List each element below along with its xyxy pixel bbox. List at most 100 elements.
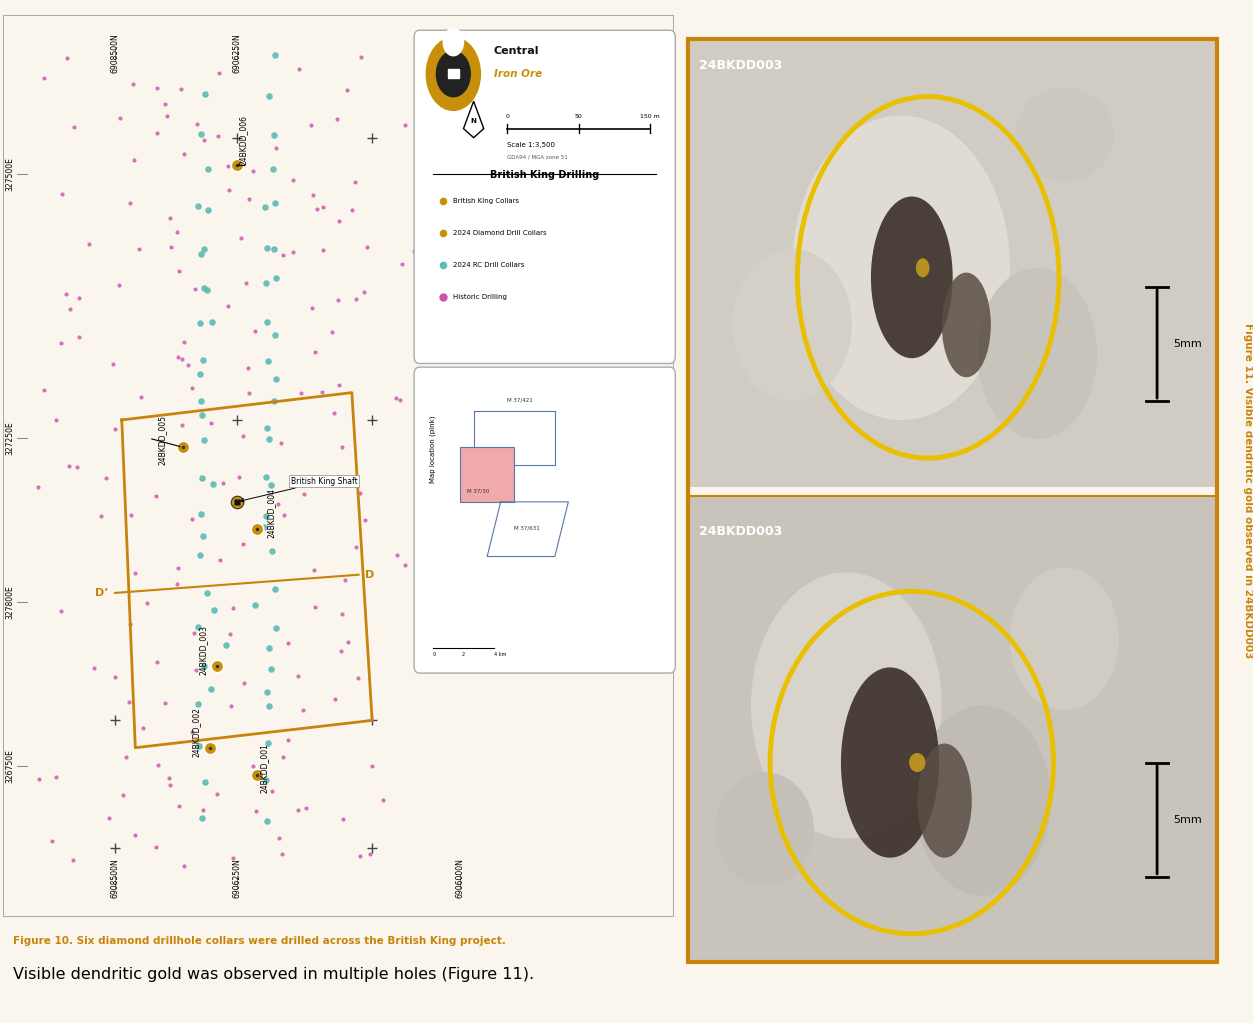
Point	[28, 479, 48, 495]
Point	[193, 528, 213, 544]
Point	[327, 110, 347, 127]
Point	[122, 506, 142, 523]
Point	[259, 432, 279, 448]
Text: Figure 10. Six diamond drillhole collars were drilled across the British King pr: Figure 10. Six diamond drillhole collars…	[13, 936, 505, 946]
Text: 24BKDD_006: 24BKDD_006	[239, 115, 248, 165]
Text: 2024 Diamond Drill Collars: 2024 Diamond Drill Collars	[454, 230, 548, 236]
Text: Figure 11. Visible dendritic gold observed in 24BKDD003: Figure 11. Visible dendritic gold observ…	[1243, 323, 1253, 659]
Point	[257, 419, 277, 436]
Point	[160, 777, 180, 794]
Point	[338, 633, 358, 650]
Text: 150 m: 150 m	[640, 114, 659, 119]
Text: 24BKDD_001: 24BKDD_001	[259, 744, 268, 793]
Text: 327500E: 327500E	[6, 158, 15, 191]
Point	[34, 70, 54, 86]
Point	[190, 366, 211, 383]
Point	[267, 495, 287, 512]
Text: 24BKDD003: 24BKDD003	[699, 58, 782, 72]
Text: 24BKDD_002: 24BKDD_002	[192, 707, 200, 757]
Point	[195, 773, 216, 790]
Text: 24BKDD003: 24BKDD003	[699, 525, 782, 538]
Point	[84, 660, 104, 676]
Point	[302, 300, 322, 316]
Point	[229, 469, 249, 485]
Point	[95, 470, 115, 486]
Point	[357, 239, 377, 256]
Circle shape	[444, 29, 464, 55]
Point	[155, 695, 175, 711]
Text: 50: 50	[575, 114, 583, 119]
Point	[117, 749, 137, 765]
Point	[113, 787, 133, 803]
Point	[256, 508, 276, 525]
Point	[188, 198, 208, 215]
Point	[202, 314, 222, 330]
Point	[304, 344, 325, 360]
Point	[244, 597, 264, 614]
Point	[353, 284, 373, 301]
Point	[288, 668, 308, 684]
Point	[261, 661, 281, 677]
Point	[51, 186, 71, 203]
Point	[207, 786, 227, 802]
Point	[194, 279, 214, 296]
Point	[346, 539, 366, 555]
Point	[266, 370, 286, 387]
Text: Historic Drilling: Historic Drilling	[454, 294, 507, 300]
Point	[147, 80, 167, 96]
Text: 6906000N: 6906000N	[456, 858, 465, 898]
Point	[63, 852, 83, 869]
Point	[167, 576, 187, 592]
Ellipse shape	[915, 706, 1051, 896]
Point	[278, 732, 298, 749]
Bar	[688, 496, 1217, 963]
Point	[283, 243, 303, 260]
Point	[266, 620, 286, 636]
Point	[56, 286, 76, 303]
Point	[204, 602, 224, 618]
Point	[264, 195, 284, 212]
Point	[172, 351, 192, 367]
Text: Scale 1:3,500: Scale 1:3,500	[507, 142, 555, 148]
Point	[59, 457, 79, 474]
Point	[129, 240, 149, 257]
Point	[239, 385, 259, 401]
Text: 326750E: 326750E	[6, 749, 15, 783]
Point	[133, 720, 153, 737]
Text: British King Drilling: British King Drilling	[490, 170, 599, 180]
Point	[266, 581, 286, 597]
Ellipse shape	[751, 572, 942, 839]
Point	[137, 594, 157, 611]
Point	[174, 858, 194, 875]
Point	[257, 812, 277, 829]
Text: Visible dendritic gold was observed in multiple holes (Figure 11).: Visible dendritic gold was observed in m…	[13, 967, 534, 982]
Point	[293, 702, 313, 718]
Point	[208, 64, 228, 81]
Point	[258, 698, 278, 714]
Point	[351, 485, 371, 501]
Point	[66, 459, 86, 476]
FancyBboxPatch shape	[413, 31, 675, 363]
Point	[395, 557, 415, 573]
Text: 24BKDD_004: 24BKDD_004	[266, 488, 276, 538]
Point	[197, 281, 217, 298]
FancyBboxPatch shape	[413, 367, 675, 673]
Point	[328, 292, 348, 308]
Point	[221, 626, 241, 642]
Point	[90, 507, 110, 524]
Point	[362, 758, 382, 774]
Point	[170, 81, 190, 97]
Point	[332, 607, 352, 623]
Ellipse shape	[1010, 568, 1119, 710]
Text: 5mm: 5mm	[1174, 814, 1202, 825]
Point	[195, 86, 216, 102]
Point	[256, 274, 276, 291]
Ellipse shape	[910, 753, 926, 772]
Text: M 37/30: M 37/30	[467, 489, 489, 494]
Point	[197, 584, 217, 601]
Ellipse shape	[792, 116, 1010, 420]
Point	[246, 803, 266, 819]
Point	[355, 512, 375, 528]
Point	[294, 486, 315, 502]
Point	[184, 625, 204, 641]
